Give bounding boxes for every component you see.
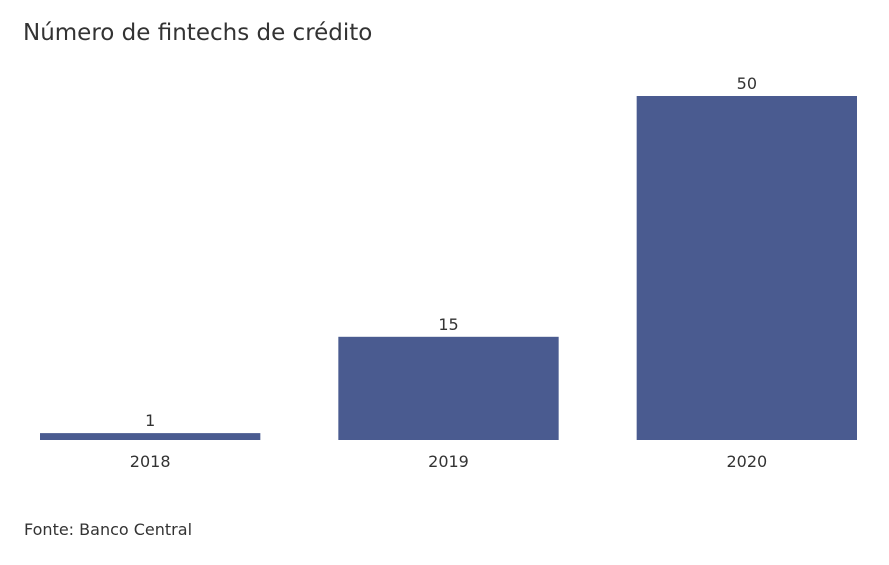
data-label-2019: 15 bbox=[438, 315, 458, 334]
data-label-2020: 50 bbox=[737, 74, 757, 93]
source-note: Fonte: Banco Central bbox=[24, 520, 193, 539]
bar-2019 bbox=[338, 336, 559, 440]
bar-2018 bbox=[40, 433, 261, 440]
data-label-2018: 1 bbox=[145, 411, 155, 430]
bars-layer bbox=[40, 96, 857, 440]
data-labels-layer: 1 15 50 bbox=[145, 74, 757, 430]
chart-title: Número de fintechs de crédito bbox=[23, 20, 373, 46]
x-tick-label-2019: 2019 bbox=[428, 452, 469, 471]
bar-2020 bbox=[636, 96, 857, 440]
x-axis-ticks: 2018 2019 2020 bbox=[130, 452, 767, 471]
bar-chart: 1 15 50 2018 2019 2020 bbox=[40, 74, 857, 471]
x-tick-label-2018: 2018 bbox=[130, 452, 171, 471]
x-tick-label-2020: 2020 bbox=[726, 452, 767, 471]
